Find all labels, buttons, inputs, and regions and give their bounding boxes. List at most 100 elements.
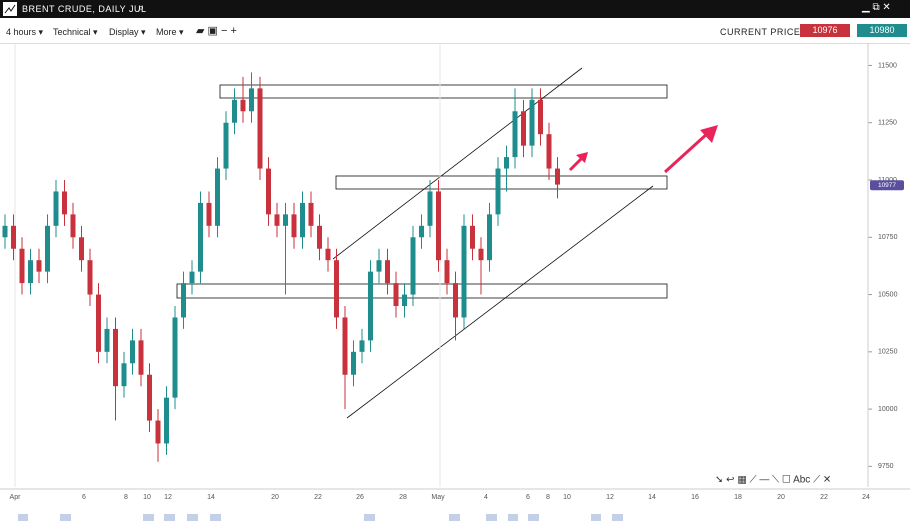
candle-body: [283, 214, 288, 226]
candle-body: [45, 225, 50, 272]
candle-body: [308, 202, 314, 226]
candle-body: [368, 271, 373, 341]
candle-body: [300, 202, 305, 238]
title-bar: BRENT CRUDE, DAILY JUL ⌕ ▁ ⧉ ✕: [0, 0, 910, 18]
candle-body: [546, 134, 552, 169]
candle-body: [444, 260, 450, 284]
tool-icons[interactable]: ▰ ▣ − +: [196, 25, 237, 37]
candle-body: [334, 260, 339, 318]
zone-box: [219, 84, 668, 99]
candle-body: [198, 202, 203, 272]
arrow: [568, 156, 584, 172]
sell-price[interactable]: 10976: [800, 24, 850, 37]
y-tick-label: 11500: [878, 62, 897, 69]
y-tick-label: 10750: [878, 234, 898, 241]
candle-body: [410, 237, 416, 295]
candle-body: [291, 214, 297, 238]
x-tick-label: 14: [207, 494, 215, 501]
y-tick-label: 9750: [878, 463, 894, 470]
candle-body: [512, 111, 518, 158]
candle-body: [223, 122, 229, 169]
x-tick-label: 24: [862, 494, 870, 501]
y-tick-label: 11250: [878, 120, 897, 127]
candle-body: [232, 99, 237, 123]
x-tick-label: 18: [734, 494, 742, 501]
event-flags: [18, 514, 623, 521]
candle-body: [351, 351, 356, 375]
logo: [3, 2, 17, 16]
candle-body: [104, 328, 110, 352]
trend-line: [332, 67, 583, 260]
candle-body: [325, 248, 331, 261]
buy-price[interactable]: 10980: [857, 24, 907, 37]
arrowhead: [576, 152, 588, 163]
candle-body: [376, 260, 382, 272]
y-tick-label: 10500: [878, 291, 898, 298]
menu-label: 4 hours: [6, 27, 37, 37]
candle-body: [402, 294, 407, 307]
y-tick-label: 10000: [878, 406, 898, 413]
display-menu[interactable]: Display ▾: [109, 27, 146, 37]
candle-body: [87, 260, 93, 295]
window-controls[interactable]: ▁ ⧉ ✕: [862, 2, 891, 13]
candle-body: [96, 294, 101, 352]
candle-body: [189, 271, 195, 284]
candle-body: [206, 202, 212, 226]
candle-body: [130, 340, 135, 364]
candle-body: [453, 283, 458, 318]
candle-body: [487, 214, 492, 261]
candle-body: [62, 191, 67, 215]
x-tick-label: 8: [124, 494, 128, 501]
search-icon[interactable]: ⌕: [138, 2, 145, 14]
x-tick-label: 16: [691, 494, 699, 501]
x-tick-label: 10: [143, 494, 151, 501]
candle-body: [70, 214, 76, 238]
drawings: [176, 67, 668, 419]
zone-box: [176, 283, 668, 299]
menu-label: Display: [109, 27, 139, 37]
x-tick-label: 14: [648, 494, 656, 501]
x-tick-label: 20: [271, 494, 279, 501]
last-price-label: 10977: [878, 182, 896, 189]
candle-body: [155, 420, 161, 444]
drawing-tools[interactable]: ➘ ↩ ▦ ⟋ — ⟍ ☐ Abc ⟋ ✕: [715, 475, 831, 486]
x-tick-label: 12: [606, 494, 614, 501]
candle-body: [419, 225, 424, 238]
more-menu[interactable]: More ▾: [156, 27, 184, 37]
candle-body: [461, 225, 467, 318]
candle-body: [240, 99, 246, 112]
x-tick-label: 10: [563, 494, 571, 501]
x-tick-label: 6: [526, 494, 530, 501]
x-tick-label: 28: [399, 494, 407, 501]
toolbar: 4 hours ▾ Technical ▾ Display ▾ More ▾ ▰…: [0, 18, 910, 44]
arrows: [568, 125, 718, 174]
candle-body: [478, 248, 484, 261]
x-tick-label: 6: [82, 494, 86, 501]
candle-body: [138, 340, 144, 375]
candle-body: [393, 283, 399, 307]
candle-body: [266, 168, 271, 215]
technical-menu[interactable]: Technical ▾: [53, 27, 98, 37]
candle-body: [521, 111, 526, 146]
candle-body: [495, 168, 501, 215]
candle-body: [436, 191, 441, 261]
x-tick-label: 20: [777, 494, 785, 501]
x-tick-label: 22: [314, 494, 322, 501]
x-tick-label: 12: [164, 494, 172, 501]
candle-body: [215, 168, 220, 226]
menu-label: More: [156, 27, 177, 37]
menu-label: Technical: [53, 27, 91, 37]
y-tick-label: 10250: [878, 349, 898, 356]
candle-body: [172, 317, 178, 398]
candle-body: [28, 260, 33, 284]
candle-body: [529, 99, 535, 146]
timeframe-menu[interactable]: 4 hours ▾: [6, 27, 44, 37]
x-tick-label: May: [431, 494, 445, 501]
candle-body: [164, 397, 169, 444]
candle-body: [470, 225, 475, 249]
arrow: [663, 131, 710, 174]
current-price-label: CURRENT PRICE:: [720, 27, 804, 37]
candle-body: [113, 328, 118, 387]
candle-body: [147, 374, 152, 421]
